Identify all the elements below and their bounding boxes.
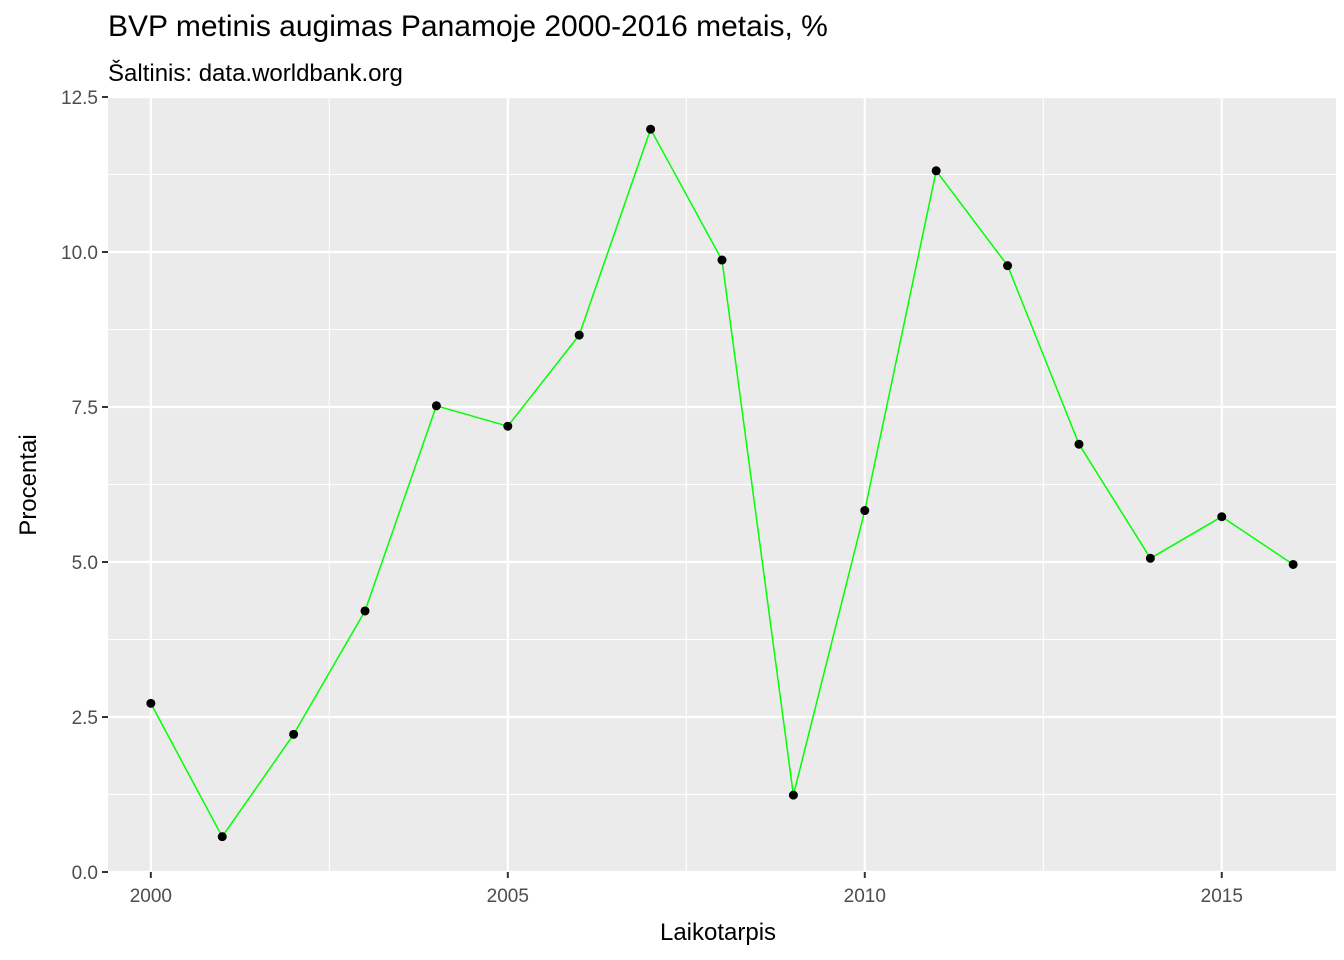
data-point <box>574 330 584 340</box>
data-point <box>360 606 370 616</box>
data-point <box>1003 261 1013 271</box>
x-axis-title: Laikotarpis <box>660 919 776 946</box>
data-point <box>146 698 156 708</box>
minor-gridlines <box>108 97 1336 872</box>
data-point <box>217 832 227 842</box>
data-point <box>1288 559 1298 569</box>
data-point <box>289 729 299 739</box>
data-point <box>931 166 941 176</box>
x-tick-label: 2015 <box>1201 886 1243 907</box>
major-gridlines <box>108 95 1336 874</box>
chart-title: BVP metinis augimas Panamoje 2000-2016 m… <box>108 10 828 43</box>
data-point <box>1217 512 1227 522</box>
x-axis: 2000 2005 2010 2015 <box>130 872 1243 907</box>
y-tick-label: 0.0 <box>72 863 98 884</box>
y-tick-label: 2.5 <box>72 708 98 729</box>
data-point <box>1145 553 1155 563</box>
data-point <box>431 401 441 411</box>
x-tick-label: 2010 <box>844 886 886 907</box>
x-tick-label: 2000 <box>130 886 172 907</box>
data-point <box>1074 439 1084 449</box>
data-points <box>146 124 1298 842</box>
y-axis: 0.0 2.5 5.0 7.5 10.0 12.5 <box>61 88 108 884</box>
y-tick-label: 12.5 <box>61 88 98 109</box>
y-tick-label: 10.0 <box>61 243 98 264</box>
y-tick-label: 5.0 <box>72 553 98 574</box>
data-point <box>717 255 727 265</box>
chart-subtitle: Šaltinis: data.worldbank.org <box>108 60 403 87</box>
y-axis-title: Procentai <box>15 434 42 535</box>
data-point <box>503 421 513 431</box>
data-point <box>788 790 798 800</box>
x-tick-label: 2005 <box>487 886 529 907</box>
data-point <box>860 506 870 516</box>
y-tick-label: 7.5 <box>72 398 98 419</box>
data-point <box>646 124 656 134</box>
